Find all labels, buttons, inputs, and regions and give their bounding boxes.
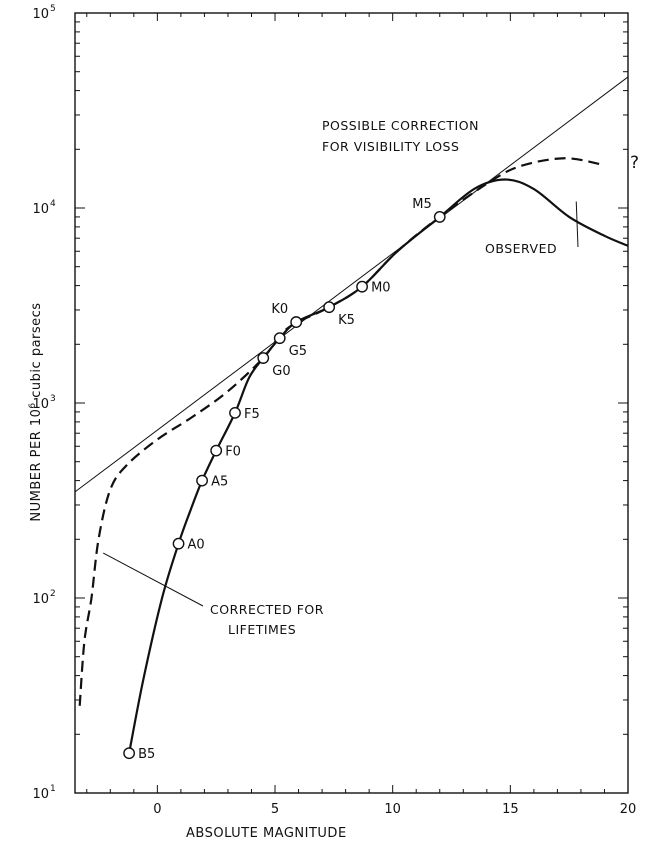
y-tick-label: 10 — [32, 592, 49, 607]
x-axis-title: ABSOLUTE MAGNITUDE — [186, 826, 347, 841]
label-f0: F0 — [225, 445, 241, 460]
x-tick-label: 0 — [153, 802, 161, 817]
y-axis-title-main: NUMBER PER 10 — [29, 409, 44, 522]
series-corrected-line — [78, 157, 600, 706]
label-g0: G0 — [272, 364, 290, 379]
label-a0: A0 — [188, 538, 205, 553]
x-tick-label: 20 — [620, 802, 637, 817]
y-tick-label: 10 — [32, 7, 49, 22]
y-tick-exponent: 4 — [50, 199, 56, 209]
marker-k0 — [290, 316, 303, 328]
series-observed-line — [128, 178, 629, 754]
marker-b5 — [123, 747, 136, 760]
corrected-leader-line — [103, 552, 204, 607]
label-f5: F5 — [244, 407, 260, 422]
marker-f0 — [210, 444, 223, 457]
label-m5: M5 — [412, 197, 432, 212]
marker-m0 — [356, 280, 368, 293]
y-tick-label: 10 — [32, 787, 49, 802]
marker-f5 — [229, 406, 241, 419]
annotation-question-mark: ? — [630, 153, 640, 173]
annotation-visibility-line2: FOR VISIBILITY LOSS — [322, 139, 459, 154]
marker-g0 — [257, 352, 270, 364]
y-tick-label: 10 — [32, 202, 49, 217]
marker-a5 — [196, 474, 208, 487]
y-axis-title-exponent: 6 — [28, 402, 38, 408]
annotation-corrected-line2: LIFETIMES — [228, 622, 296, 637]
observed-leader-line — [575, 201, 579, 248]
series-layer — [74, 76, 629, 754]
label-b5: B5 — [138, 747, 155, 762]
annotations-layer: POSSIBLE CORRECTION FOR VISIBILITY LOSS … — [210, 118, 640, 637]
y-tick-label: 10 — [32, 397, 49, 412]
annotation-corrected-line1: CORRECTED FOR — [210, 602, 324, 617]
x-tick-label: 10 — [384, 802, 401, 817]
label-m0: M0 — [371, 281, 391, 296]
label-a5: A5 — [211, 475, 228, 490]
marker-g5 — [273, 332, 286, 345]
y-axis-title-unit: cubic parsecs — [29, 302, 44, 402]
y-tick-exponent: 2 — [50, 589, 56, 599]
marker-a0 — [172, 537, 185, 550]
annotation-visibility-line1: POSSIBLE CORRECTION — [322, 118, 479, 133]
series-visibility-line — [74, 76, 629, 493]
label-g5: G5 — [289, 344, 307, 359]
x-tick-label: 15 — [502, 802, 519, 817]
y-axis-title: NUMBER PER 106 cubic parsecs — [28, 302, 44, 521]
marker-k5 — [323, 301, 336, 314]
label-k0: K0 — [271, 302, 288, 317]
x-tick-label: 5 — [271, 802, 279, 817]
points-layer: B5 A0 A5 F0 F5 G0 G5 K0 K5 M0 M5 — [123, 197, 446, 762]
y-tick-exponent: 3 — [50, 394, 56, 404]
y-tick-exponent: 5 — [50, 4, 56, 14]
annotation-observed: OBSERVED — [485, 241, 557, 256]
y-tick-exponent: 1 — [50, 784, 56, 794]
marker-m5 — [433, 211, 446, 223]
label-k5: K5 — [338, 313, 355, 328]
